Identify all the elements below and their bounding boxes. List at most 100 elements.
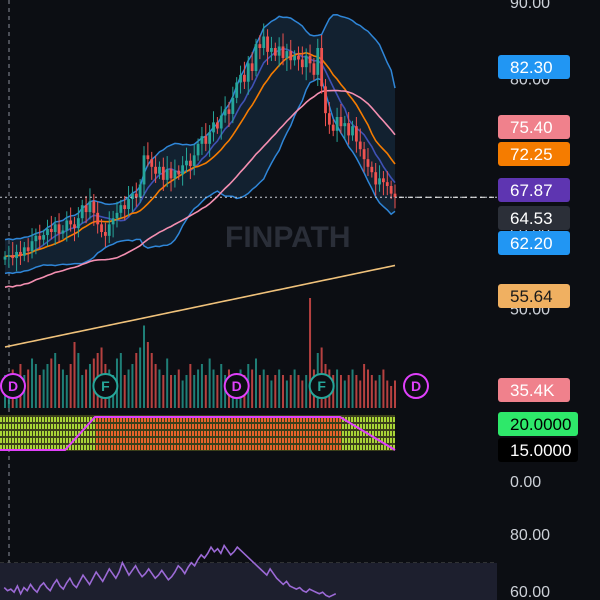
volume-bar [65,375,68,408]
indicator-tick [78,417,80,422]
price-tag-label: 72.25 [510,145,553,164]
candle-body [158,166,161,174]
indicator-tick [54,438,56,443]
indicator-tick [258,438,260,443]
indicator-tick [231,438,233,443]
indicator-tick [207,417,209,422]
candle-body [181,165,185,175]
indicator-tick [60,445,62,450]
indicator-tick [231,431,233,436]
indicator-tick [99,417,101,422]
volume-bar [374,380,377,408]
candle-body [389,186,393,194]
indicator-tick [303,417,305,422]
indicator-tick [372,438,374,443]
indicator-tick [132,417,134,422]
indicator-strip [0,415,396,451]
indicator-tick [36,424,38,429]
indicator-tick [381,438,383,443]
indicator-tick [387,438,389,443]
indicator-tick [309,438,311,443]
indicator-tick [261,424,263,429]
indicator-tick [48,445,50,450]
indicator-tick [234,445,236,450]
candle-body [192,155,196,167]
volume-bar [305,375,308,408]
indicator-tick [156,431,158,436]
candle-body [185,160,188,166]
indicator-tick [132,424,134,429]
volume-bar [293,369,296,408]
indicator-tick [81,438,83,443]
indicator-tick [282,438,284,443]
indicator-tick [147,445,149,450]
candle-body [212,122,215,133]
indicator-tick [237,438,239,443]
indicator-tick [324,424,326,429]
indicator-tick [132,445,134,450]
indicator-tick [336,431,338,436]
indicator-tick [303,438,305,443]
indicator-tick [264,417,266,422]
indicator-tick [102,417,104,422]
indicator-tick [228,445,230,450]
volume-bar [158,369,161,408]
indicator-tick [189,431,191,436]
indicator-tick [186,445,188,450]
price-axis-tick: 90.00 [510,0,550,12]
indicator-tick [285,417,287,422]
candle-body [351,126,354,136]
indicator-tick [72,431,74,436]
indicator-tick [33,445,35,450]
indicator-tick [75,424,77,429]
ma-short-line [4,47,396,258]
indicator-tick [312,417,314,422]
indicator-tick [357,424,359,429]
price-tag-label: 82.30 [510,58,553,77]
indicator-tick [288,445,290,450]
ma-200-line [4,264,396,348]
indicator-tick [372,445,374,450]
indicator-tick [366,424,368,429]
indicator-tick [210,445,212,450]
candle-body [76,218,80,229]
indicator-tick [69,417,71,422]
indicator-tick [384,417,386,422]
volume-bar [212,369,215,408]
indicator-tick [216,424,218,429]
candle-body [26,247,30,252]
candle-body [320,48,324,87]
moving-averages [4,47,396,348]
indicator-tick [105,431,107,436]
indicator-tick [102,438,104,443]
indicator-tick [330,445,332,450]
indicator-tick [273,417,275,422]
indicator-tick [282,417,284,422]
indicator-tick [75,445,77,450]
indicator-tick [219,431,221,436]
indicator-tick [237,445,239,450]
candle-body [57,224,61,234]
indicator-tick [366,445,368,450]
indicator-tick [168,424,170,429]
indicator-tick [210,424,212,429]
indicator-tick [129,424,131,429]
indicator-tick [198,424,200,429]
indicator-tick [180,438,182,443]
candle-body [215,122,219,129]
indicator-tick [309,431,311,436]
indicator-tick [105,417,107,422]
indicator-tick [321,445,323,450]
candle-body [154,166,157,174]
indicator-tick [351,438,353,443]
indicator-tick [342,438,344,443]
volume-bar [135,353,138,408]
indicator-tick [18,438,20,443]
indicator-tick [291,438,293,443]
volume-bar [339,375,342,408]
indicator-tick [117,438,119,443]
indicator-tick [195,438,197,443]
indicator-tick [72,445,74,450]
